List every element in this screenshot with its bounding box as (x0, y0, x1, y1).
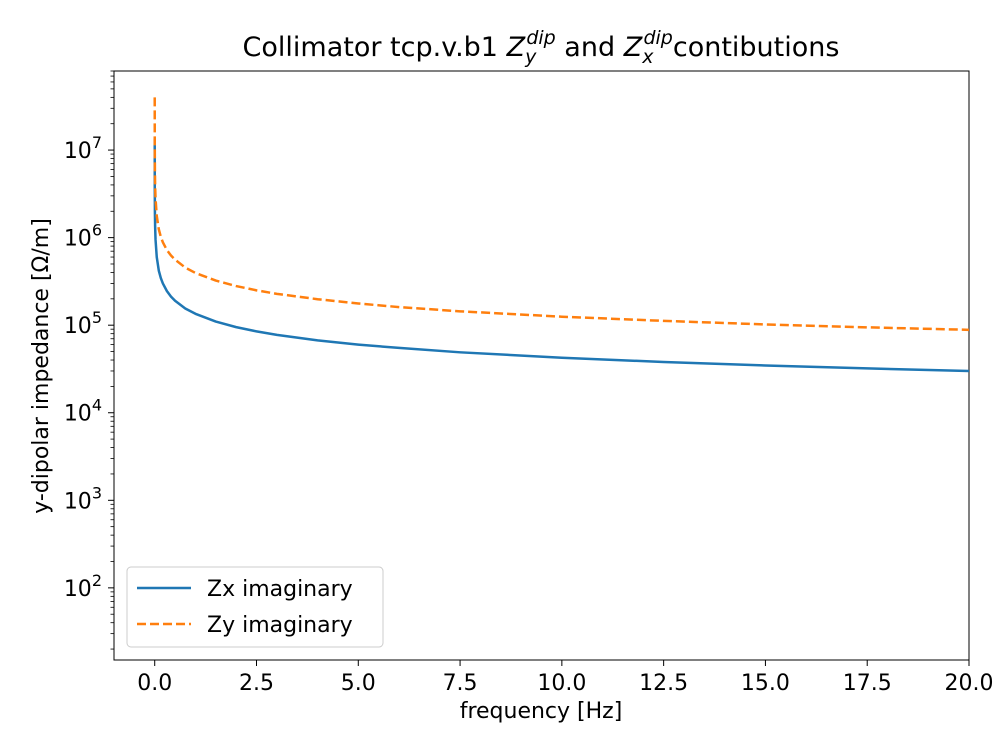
y-tick-label: 103 (64, 483, 102, 514)
title-part: and (556, 32, 624, 63)
series-line-zy-imaginary (153, 97, 970, 332)
y-tick-label: 105 (64, 308, 102, 339)
legend-label: Zx imaginary (207, 577, 353, 602)
y-tick-label: 102 (64, 571, 102, 602)
title-part: Z (623, 32, 643, 63)
legend-label: Zy imaginary (207, 613, 353, 638)
y-tick-label: 106 (64, 221, 102, 252)
x-tick-label: 2.5 (239, 671, 274, 696)
x-tick-label: 17.5 (843, 671, 892, 696)
x-tick-label: 15.0 (741, 671, 790, 696)
series-line-zx-imaginary (153, 138, 970, 373)
x-tick-label: 20.0 (945, 671, 994, 696)
title-part: Z (506, 32, 526, 63)
chart-title: Collimator tcp.v.b1 Zydip and Zxdipconti… (243, 27, 840, 68)
x-axis: 0.0 2.5 5.0 7.5 10.0 12.5 15.0 17.5 20.0 (137, 660, 993, 696)
y-axis-label: y-dipolar impedance [Ω/m] (29, 218, 54, 514)
plot-area-frame (113, 70, 970, 661)
x-tick-label: 7.5 (443, 671, 478, 696)
y-axis: 102 103 104 105 106 107 (64, 70, 114, 650)
y-tick-label: 104 (64, 396, 102, 427)
x-tick-label: 12.5 (639, 671, 688, 696)
title-part: Collimator tcp.v.b1 (243, 32, 507, 63)
x-tick-label: 0.0 (137, 671, 172, 696)
y-tick-label: 107 (64, 133, 102, 164)
title-part: x (641, 46, 654, 68)
title-part: y (524, 46, 537, 68)
legend: Zx imaginary Zy imaginary (126, 566, 384, 648)
x-tick-label: 5.0 (341, 671, 376, 696)
x-axis-label: frequency [Hz] (460, 699, 623, 724)
title-part: dip (526, 27, 555, 49)
title-part: dip (643, 27, 672, 49)
x-tick-label: 10.0 (537, 671, 586, 696)
title-part: contibutions (673, 32, 840, 63)
series-group (153, 97, 970, 373)
